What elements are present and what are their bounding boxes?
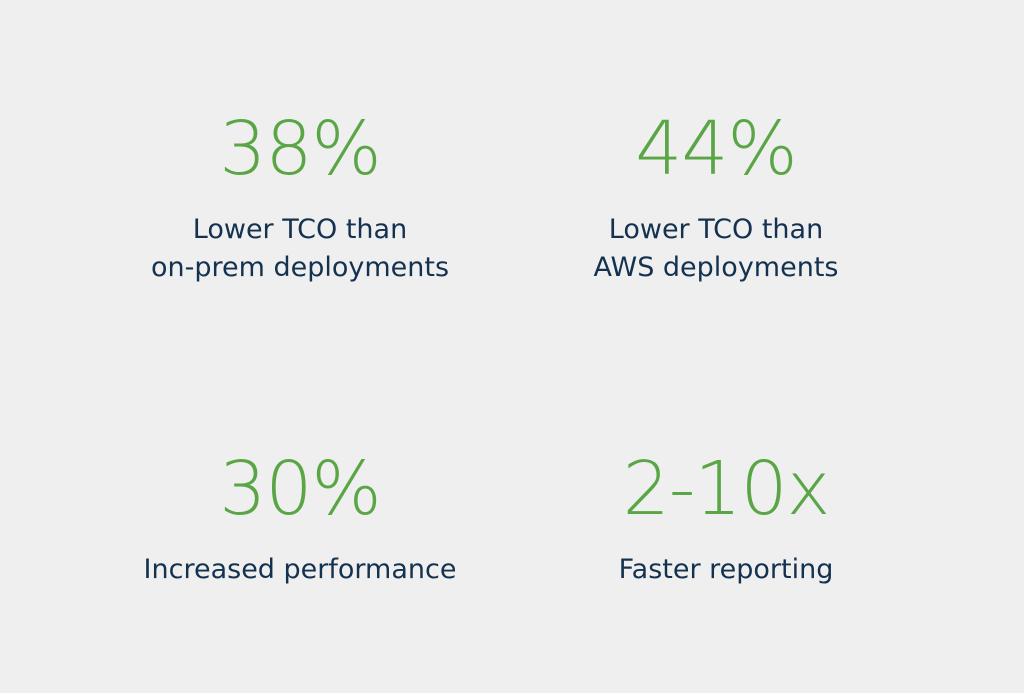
stat-performance: 30% Increased performance — [130, 452, 470, 589]
stat-label: Lower TCO than on-prem deployments — [140, 211, 460, 287]
stat-tco-aws: 44% Lower TCO than AWS deployments — [576, 112, 856, 287]
stat-value: 30% — [219, 446, 381, 532]
stat-value: 44% — [635, 106, 797, 192]
stat-label-line: on-prem deployments — [150, 252, 450, 283]
stat-label-line: Faster reporting — [618, 554, 834, 585]
stat-reporting: 2-10x Faster reporting — [576, 452, 876, 589]
stat-value: 2-10x — [622, 446, 831, 532]
stat-label-line: Lower TCO than — [192, 214, 408, 245]
stat-label: Faster reporting — [576, 551, 876, 589]
stat-label: Lower TCO than AWS deployments — [576, 211, 856, 287]
stat-label-line: AWS deployments — [593, 252, 839, 283]
stat-tco-on-prem: 38% Lower TCO than on-prem deployments — [140, 112, 460, 287]
stat-value: 38% — [219, 106, 381, 192]
stat-label-line: Increased performance — [143, 554, 457, 585]
stat-label-line: Lower TCO than — [608, 214, 824, 245]
stat-label: Increased performance — [130, 551, 470, 589]
